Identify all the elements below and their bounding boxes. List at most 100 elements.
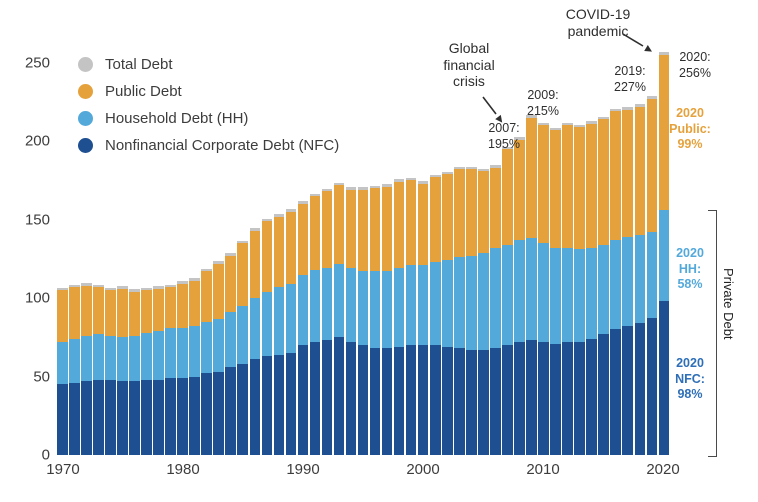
- bar-2004: [466, 47, 477, 455]
- segment-hh-1984: [225, 312, 236, 368]
- segment-hh-1982: [201, 321, 212, 374]
- annotation-global-financial-crisis: Global financial crisis: [443, 40, 495, 90]
- legend-label-nfc-debt: Nonfinancial Corporate Debt (NFC): [105, 137, 340, 154]
- bar-2019: [646, 47, 658, 455]
- total-debt-cap: [622, 107, 633, 110]
- bar-2013: [574, 47, 585, 455]
- legend-item-household-debt: Household Debt (HH): [78, 110, 339, 127]
- segment-hh-1993: [333, 263, 345, 338]
- total-debt-cap: [417, 181, 429, 184]
- legend: Total Debt Public Debt Household Debt (H…: [78, 56, 339, 164]
- segment-public-1975: [117, 288, 128, 338]
- segment-public-2003: [454, 169, 465, 258]
- segment-public-2010: [538, 125, 549, 244]
- x-tick-1970: 1970: [46, 461, 80, 478]
- segment-hh-1999: [405, 265, 417, 346]
- x-tick-2020: 2020: [646, 461, 680, 478]
- segment-hh-2020: [658, 210, 670, 302]
- segment-nfc-1988: [273, 354, 285, 455]
- segment-nfc-1999: [405, 345, 417, 455]
- segment-public-1977: [141, 290, 152, 333]
- total-debt-cap: [526, 115, 537, 118]
- bar-2018: [634, 47, 646, 455]
- total-debt-cap: [538, 122, 549, 126]
- segment-public-2008: [514, 139, 525, 241]
- bar-2009: [526, 47, 537, 455]
- segment-hh-2012: [562, 247, 573, 343]
- segment-nfc-2011: [550, 343, 561, 455]
- segment-public-2004: [466, 169, 477, 256]
- annotation-2020-nfc: 2020 NFC: 98%: [675, 356, 705, 402]
- bar-1970: [57, 47, 68, 455]
- segment-public-2019: [646, 98, 658, 233]
- total-debt-cap: [442, 171, 453, 175]
- segment-nfc-1982: [201, 373, 212, 455]
- segment-public-1984: [225, 255, 236, 313]
- segment-nfc-1981: [189, 376, 200, 455]
- segment-hh-2010: [538, 243, 549, 343]
- segment-hh-1979: [165, 327, 176, 379]
- x-tick-2010: 2010: [526, 461, 560, 478]
- segment-hh-2001: [429, 262, 441, 346]
- bar-2003: [454, 47, 465, 455]
- segment-hh-1970: [57, 342, 68, 385]
- segment-nfc-1980: [177, 378, 188, 455]
- segment-public-1985: [237, 243, 248, 306]
- segment-hh-2011: [550, 247, 561, 344]
- segment-public-2005: [478, 171, 489, 253]
- segment-nfc-1989: [285, 353, 297, 455]
- segment-public-1972: [81, 285, 92, 336]
- segment-nfc-2015: [598, 334, 609, 455]
- bar-1975: [117, 47, 128, 455]
- segment-nfc-2014: [586, 338, 597, 455]
- segment-hh-2003: [454, 257, 465, 349]
- total-debt-cap: [105, 287, 116, 291]
- segment-nfc-1997: [381, 348, 393, 455]
- total-debt-cap: [297, 201, 309, 204]
- plot-area: [57, 47, 670, 455]
- segment-public-1988: [273, 216, 285, 288]
- segment-public-1992: [321, 191, 333, 269]
- segment-public-2007: [502, 149, 513, 245]
- segment-nfc-2004: [466, 349, 477, 455]
- segment-public-2016: [610, 111, 621, 241]
- segment-nfc-1977: [141, 379, 152, 455]
- total-debt-cap: [57, 287, 68, 291]
- segment-nfc-1998: [393, 346, 405, 455]
- bar-1993: [333, 47, 345, 455]
- y-tick-250: 250: [24, 54, 50, 72]
- legend-label-public-debt: Public Debt: [105, 83, 182, 100]
- household-debt-swatch-icon: [78, 111, 93, 126]
- bar-1990: [297, 47, 309, 455]
- bar-1979: [165, 47, 176, 455]
- segment-public-1974: [105, 290, 116, 336]
- total-debt-cap: [610, 108, 621, 112]
- bar-1982: [201, 47, 212, 455]
- segment-public-1998: [393, 181, 405, 269]
- x-tick-1980: 1980: [166, 461, 200, 478]
- segment-nfc-2018: [634, 323, 646, 455]
- segment-public-2017: [622, 109, 633, 237]
- bar-2017: [622, 47, 633, 455]
- segment-nfc-2001: [429, 345, 441, 455]
- segment-nfc-1995: [357, 345, 369, 455]
- annotation-2009-total: 2009: 215%: [527, 88, 559, 118]
- total-debt-cap: [646, 96, 658, 99]
- segment-nfc-2016: [610, 329, 621, 455]
- total-debt-cap: [309, 193, 321, 197]
- segment-nfc-2010: [538, 342, 549, 455]
- bars: [57, 47, 670, 455]
- segment-public-2006: [490, 167, 501, 248]
- bar-1998: [393, 47, 405, 455]
- segment-nfc-1983: [213, 371, 224, 455]
- bar-1971: [69, 47, 80, 455]
- segment-hh-1986: [249, 298, 261, 360]
- total-debt-cap: [261, 218, 273, 222]
- segment-nfc-1975: [117, 381, 128, 455]
- segment-public-1991: [309, 196, 321, 270]
- bar-2000: [417, 47, 429, 455]
- segment-hh-1977: [141, 332, 152, 380]
- bar-1986: [249, 47, 261, 455]
- total-debt-cap: [201, 268, 212, 272]
- total-debt-cap: [586, 121, 597, 124]
